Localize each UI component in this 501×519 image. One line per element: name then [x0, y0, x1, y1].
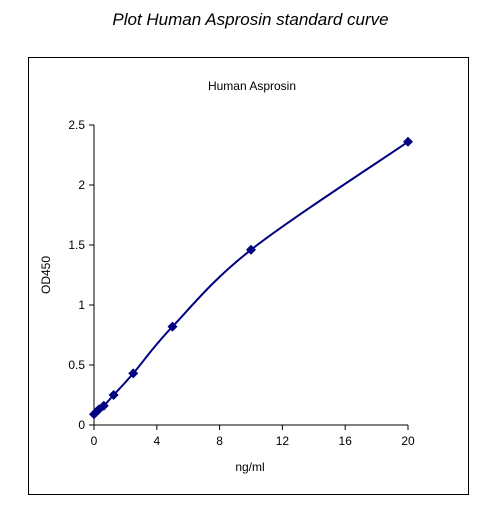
chart-frame [28, 57, 469, 495]
series-line [93, 140, 409, 415]
y-tick-label: 0.5 [68, 358, 85, 372]
y-tick-label: 1 [78, 298, 85, 312]
x-tick-label: 20 [401, 434, 415, 448]
series-group [89, 136, 413, 420]
x-tick-label: 0 [91, 434, 98, 448]
x-axis-label: ng/ml [235, 460, 264, 474]
y-tick-label: 2 [78, 178, 85, 192]
page-title: Plot Human Asprosin standard curve [112, 10, 389, 29]
axes: 0 0.5 1 1.5 2 2.5 0 4 8 12 16 20 [68, 118, 415, 448]
chart-title: Human Asprosin [208, 79, 296, 93]
y-tick-label: 2.5 [68, 118, 85, 132]
data-point [98, 400, 109, 411]
data-point [246, 244, 256, 255]
data-point [167, 321, 178, 332]
y-axis-label: OD450 [39, 256, 53, 294]
data-point [128, 368, 139, 379]
x-tick-label: 8 [216, 434, 223, 448]
x-tick-label: 12 [276, 434, 290, 448]
y-tick-label: 0 [78, 418, 85, 432]
x-tick-label: 4 [153, 434, 160, 448]
x-tick-label: 16 [339, 434, 353, 448]
data-point [108, 390, 119, 400]
data-point [403, 136, 413, 147]
y-tick-label: 1.5 [68, 238, 85, 252]
